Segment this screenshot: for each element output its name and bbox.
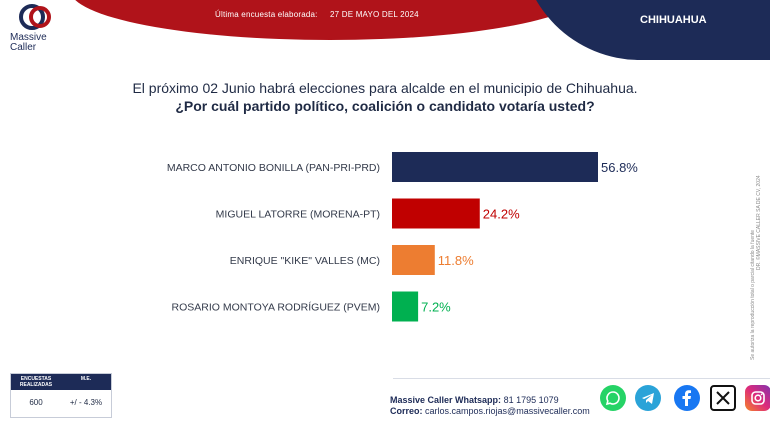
massive-caller-logo: Massive Caller [10,3,70,53]
bar-value-label: 56.8% [601,160,638,175]
survey-date-label: Última encuesta elaborada: [215,10,318,19]
stats-margin-value: +/ - 4.3% [69,398,103,407]
whatsapp-label: Massive Caller Whatsapp: [390,395,502,405]
category-label: MARCO ANTONIO BONILLA (PAN-PRI-PRD) [167,162,380,174]
copyright-line-1: DR. ©MASSIVE CALLER SA DE CV, 2024 [756,175,762,270]
copyright-line-2: Se autoriza la reproducción total o parc… [750,229,756,360]
bar [392,245,435,275]
region-label: CHIHUAHUA [640,14,707,26]
x-icon[interactable] [710,385,736,411]
email-address[interactable]: carlos.campos.riojas@massivecaller.com [425,406,590,416]
contact-info: Massive Caller Whatsapp: 81 1795 1079 Co… [390,395,590,417]
stats-header-surveys: ENCUESTAS REALIZADAS [19,376,53,388]
stats-surveys-value: 600 [29,398,43,407]
category-label: ROSARIO MONTOYA RODRÍGUEZ (PVEM) [172,301,380,314]
footer-divider [393,378,770,379]
whatsapp-number: 81 1795 1079 [503,395,559,405]
bar [392,198,480,229]
logo-mark-icon [19,4,51,30]
question-line-1: El próximo 02 Junio habrá elecciones par… [132,80,638,96]
category-label: MIGUEL LATORRE (MORENA-PT) [216,209,380,221]
bar-value-label: 7.2% [421,300,451,315]
bar [392,152,598,182]
whatsapp-icon[interactable] [600,385,626,411]
survey-stats-box: ENCUESTAS REALIZADAS M.E. 600 +/ - 4.3% [10,373,112,418]
survey-date-value: 27 DE MAYO DEL 2024 [330,10,419,19]
bar-value-label: 11.8% [438,253,474,268]
bar [392,291,419,322]
email-label: Correo: [390,406,423,416]
brand-name: Massive Caller [10,32,47,53]
category-label: ENRIQUE "KIKE" VALLES (MC) [230,255,380,267]
question-line-2: ¿Por cuál partido político, coalición o … [175,98,595,114]
instagram-icon[interactable] [745,385,770,411]
telegram-icon[interactable] [635,385,661,411]
facebook-icon[interactable] [674,385,700,411]
stats-header-margin: M.E. [80,376,92,382]
copyright-note: DR. ©MASSIVE CALLER SA DE CV, 2024 Se au… [748,150,768,360]
survey-date-line: Última encuesta elaborada: 27 DE MAYO DE… [215,10,419,19]
bar-value-label: 24.2% [483,207,520,222]
